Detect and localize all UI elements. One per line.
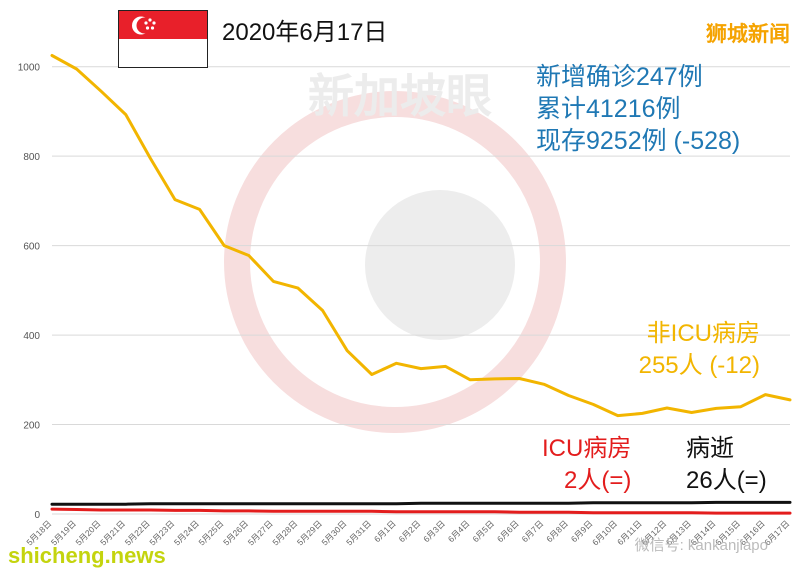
series-lines bbox=[50, 54, 792, 515]
y-tick-label: 800 bbox=[23, 152, 40, 163]
x-tick-label: 6月5日 bbox=[470, 518, 496, 544]
icu-annotation: ICU病房 2人(=) bbox=[542, 433, 631, 497]
deaths-value: 26人(=) bbox=[686, 467, 767, 494]
watermark-ring bbox=[224, 91, 566, 433]
stat-total-cases: 累计41216例 bbox=[536, 95, 681, 123]
singapore-flag-icon bbox=[118, 10, 208, 68]
x-tick-label: 5月24日 bbox=[172, 518, 201, 547]
x-tick-label: 6月10日 bbox=[590, 518, 619, 547]
x-tick-label: 5月31日 bbox=[344, 518, 373, 547]
x-tick-label: 6月4日 bbox=[446, 518, 472, 544]
stat-active-cases: 现存9252例 (-528) bbox=[536, 127, 741, 155]
series-line-0 bbox=[50, 54, 792, 418]
y-tick-label: 600 bbox=[23, 242, 40, 253]
x-tick-label: 6月8日 bbox=[544, 518, 570, 544]
deaths-annotation: 病逝 26人(=) bbox=[686, 433, 767, 497]
y-tick-label: 200 bbox=[23, 421, 40, 432]
y-tick-label: 400 bbox=[23, 331, 40, 342]
non-icu-value: 255人 (-12) bbox=[638, 352, 760, 379]
y-tick-label: 0 bbox=[34, 510, 40, 521]
x-tick-label: 5月26日 bbox=[221, 518, 250, 547]
x-tick-label: 6月1日 bbox=[372, 518, 398, 544]
x-tick-label: 6月6日 bbox=[495, 518, 521, 544]
watermark: 新加坡眼 bbox=[224, 70, 566, 433]
x-tick-label: 6月2日 bbox=[397, 518, 423, 544]
watermark-disc bbox=[365, 190, 515, 340]
wechat-watermark: 微信号: kankanjiapo bbox=[634, 537, 768, 554]
stat-new-cases: 新增确诊247例 bbox=[536, 63, 703, 91]
deaths-label: 病逝 bbox=[686, 435, 734, 462]
x-tick-label: 5月25日 bbox=[196, 518, 225, 547]
icu-label: ICU病房 bbox=[542, 435, 632, 462]
y-tick-label: 1000 bbox=[18, 63, 41, 74]
series-line-1 bbox=[50, 507, 792, 515]
icu-value: 2人(=) bbox=[563, 467, 632, 494]
non-icu-label: 非ICU病房 bbox=[646, 320, 760, 347]
brand-label: 狮城新闻 bbox=[706, 23, 790, 46]
site-watermark: shicheng.news bbox=[8, 543, 166, 568]
series-line-2 bbox=[50, 500, 792, 506]
y-axis: 0 200 400 600 800 1000 bbox=[18, 63, 41, 521]
x-tick-label: 5月28日 bbox=[270, 518, 299, 547]
x-tick-label: 5月30日 bbox=[319, 518, 348, 547]
watermark-text: 新加坡眼 bbox=[308, 70, 492, 122]
date-title: 2020年6月17日 bbox=[222, 19, 388, 46]
x-tick-label: 6月7日 bbox=[520, 518, 546, 544]
x-tick-label: 6月3日 bbox=[421, 518, 447, 544]
non-icu-annotation: 非ICU病房 255人 (-12) bbox=[639, 318, 760, 382]
x-tick-label: 5月29日 bbox=[295, 518, 324, 547]
x-tick-label: 5月27日 bbox=[246, 518, 275, 547]
